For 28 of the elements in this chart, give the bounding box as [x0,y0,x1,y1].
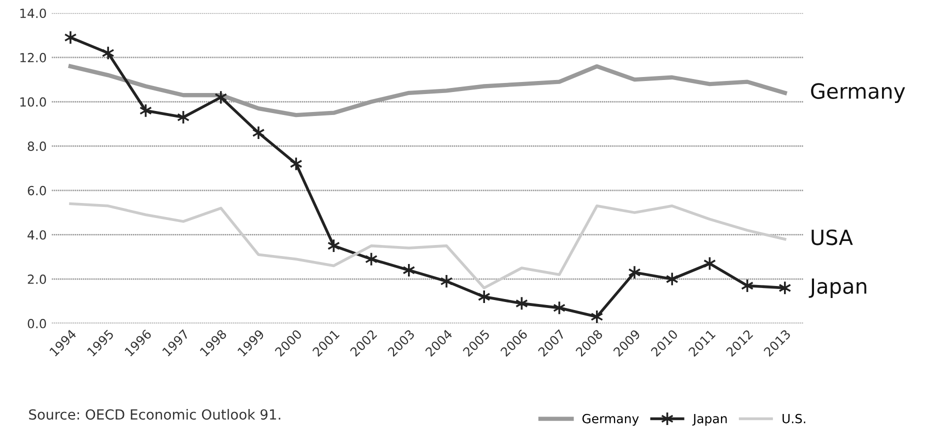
point [290,156,302,171]
point [478,290,490,304]
point [252,126,265,140]
y-tick-label: 8.0 [28,142,46,152]
source-note: Source: OECD Economic Outlook 91. [29,408,280,420]
point [214,90,228,104]
y-tick-label: 12.0 [20,52,46,62]
y-tick-label: 6.0 [28,186,46,196]
legend-label: U.S. [782,414,806,424]
y-tick-label: 2.0 [28,274,46,284]
point [590,310,604,324]
point [628,265,641,280]
y-tick-label: 0.0 [28,318,46,328]
point [64,30,77,45]
y-tick-label: 10.0 [20,97,46,107]
point [102,46,114,60]
y-tick-label: 4.0 [28,230,46,240]
point [666,272,678,286]
annotation: Japan [808,278,866,298]
point [440,274,453,288]
line-series [69,202,786,290]
point [778,280,792,296]
legend-label: Japan [692,414,727,426]
y-tick-label: 14.0 [20,8,46,18]
annotation: USA [812,229,853,246]
annotation: Germany [811,83,906,103]
legend-label: Germany [582,414,639,426]
point [402,263,416,278]
